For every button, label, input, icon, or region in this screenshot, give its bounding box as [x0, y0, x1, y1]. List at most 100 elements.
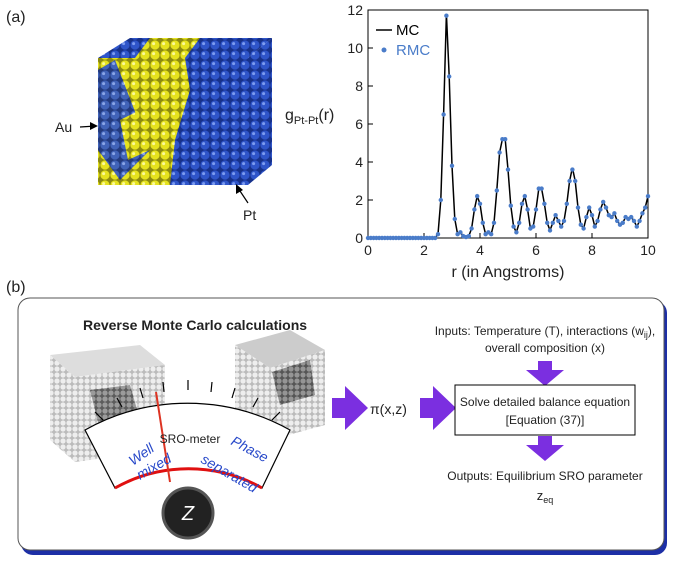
data-point: [601, 199, 606, 205]
arrow-head: [236, 184, 243, 194]
data-point: [508, 203, 513, 208]
data-point: [531, 224, 536, 229]
data-point: [592, 224, 597, 229]
data-point: [573, 178, 578, 184]
pt-label: Pt: [243, 207, 256, 223]
data-point: [477, 201, 483, 206]
data-point: [525, 207, 530, 212]
y-tick-label: 8: [355, 78, 363, 94]
zeq-text: zeq: [537, 488, 554, 505]
data-point: [587, 205, 592, 210]
legend-marker: [381, 47, 387, 53]
zeq-main: z: [537, 488, 544, 503]
data-point: [497, 150, 502, 155]
data-point: [511, 224, 516, 229]
data-point: [645, 194, 651, 199]
arrow-head: [90, 122, 98, 130]
y-label-tail: (r): [318, 107, 334, 124]
nanoparticle-cube: [98, 38, 272, 185]
data-point: [603, 205, 609, 210]
x-tick-label: 10: [640, 242, 656, 258]
panel-box: [17, 297, 665, 551]
purple-arrow: [526, 436, 564, 461]
data-point: [480, 220, 485, 225]
inputs-tail: ),: [648, 324, 655, 338]
data-point: [598, 207, 603, 212]
data-point: [643, 205, 648, 210]
x-tick-label: 2: [420, 242, 428, 258]
x-tick-label: 6: [532, 242, 540, 258]
inputs-sub: ij: [644, 330, 648, 340]
data-point: [494, 188, 499, 193]
data-point: [550, 220, 555, 225]
data-point: [637, 218, 642, 224]
purple-arrow: [420, 386, 456, 430]
data-point: [615, 218, 620, 224]
panel-label: (a): [6, 9, 26, 26]
data-point: [609, 214, 614, 220]
data-point: [612, 211, 617, 216]
data-point: [567, 178, 572, 184]
data-point: [449, 163, 455, 168]
data-point: [640, 211, 645, 216]
equation-text: [Equation (37)]: [506, 413, 585, 427]
data-point: [505, 167, 511, 172]
data-point: [545, 220, 550, 225]
inputs-text-2: overall composition (x): [485, 341, 605, 355]
legend-label: RMC: [396, 42, 430, 59]
data-point: [533, 207, 539, 212]
y-tick-label: 4: [355, 154, 363, 170]
sro-gauge: [84, 380, 291, 540]
data-point: [517, 220, 522, 225]
data-point: [452, 216, 457, 222]
data-point: [503, 137, 508, 142]
y-tick-label: 0: [355, 230, 363, 246]
y-tick-label: 12: [347, 2, 363, 18]
data-point: [519, 201, 525, 206]
data-point: [435, 232, 441, 237]
data-point: [589, 213, 595, 218]
data-point: [575, 205, 581, 210]
pi-label: π(x,z): [370, 401, 407, 417]
data-point: [458, 230, 463, 235]
inputs-main: Inputs: Temperature (T), interactions (w: [435, 324, 645, 338]
data-point: [466, 233, 471, 239]
data-point: [556, 218, 561, 224]
data-point: [584, 214, 589, 220]
data-point: [441, 112, 446, 117]
y-tick-label: 10: [347, 40, 363, 56]
y-axis-label: gPt-Pt(r): [285, 107, 334, 127]
purple-arrow: [526, 361, 564, 386]
data-point: [564, 201, 569, 206]
purple-arrow: [332, 386, 368, 430]
data-point: [581, 226, 586, 231]
data-point: [491, 220, 497, 225]
x-axis-label: r (in Angstroms): [452, 264, 565, 281]
sro-meter-label: SRO-meter: [160, 432, 221, 446]
knob-label: Z: [181, 503, 195, 525]
data-point: [447, 74, 452, 79]
data-point: [514, 230, 519, 235]
data-point: [539, 186, 544, 191]
data-point: [634, 224, 639, 229]
y-label-main: g: [285, 107, 294, 124]
data-point: [553, 213, 558, 218]
y-tick-label: 2: [355, 192, 363, 208]
au-label: Au: [55, 119, 72, 135]
data-point: [522, 194, 527, 199]
data-point: [620, 220, 625, 225]
outputs-text: Outputs: Equilibrium SRO parameter: [447, 469, 642, 483]
data-point: [561, 218, 567, 224]
y-tick-label: 6: [355, 116, 363, 132]
x-tick-label: 8: [588, 242, 596, 258]
y-label-sub: Pt-Pt: [294, 115, 318, 127]
data-point: [629, 214, 634, 220]
data-point: [433, 235, 438, 241]
solve-text: Solve detailed balance equation: [460, 395, 630, 409]
data-point: [542, 201, 547, 206]
data-point: [438, 197, 443, 203]
data-point: [595, 218, 600, 224]
solve-box: [454, 384, 636, 436]
data-point: [631, 218, 637, 224]
